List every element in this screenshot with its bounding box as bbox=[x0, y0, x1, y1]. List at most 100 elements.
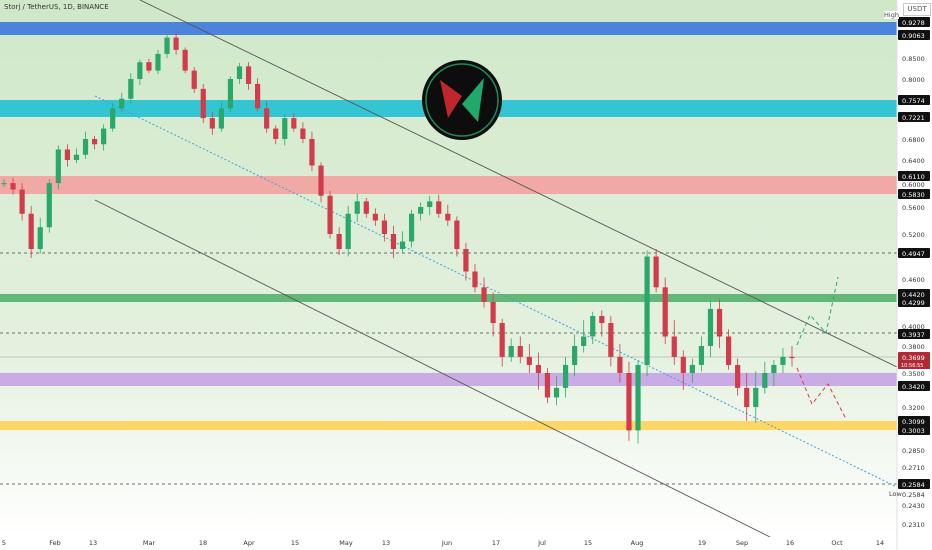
candle-body bbox=[146, 62, 152, 71]
price-tag-bg bbox=[898, 95, 930, 105]
price-tick-label: 0.6110 bbox=[902, 173, 925, 181]
candle-body bbox=[762, 373, 768, 388]
time-tick-label: Feb bbox=[49, 539, 61, 547]
candle-body bbox=[91, 139, 98, 145]
price-tick-label: 0.2584 bbox=[902, 481, 925, 489]
price-tick-label: 0.7221 bbox=[902, 114, 925, 122]
price-tick-label: 0.3937 bbox=[902, 331, 925, 339]
candle-body bbox=[653, 256, 659, 288]
candle-body bbox=[64, 149, 71, 160]
price-tick-label: 0.3003 bbox=[902, 427, 925, 435]
candle-body bbox=[408, 213, 415, 242]
candle-body bbox=[255, 83, 261, 109]
candle-body bbox=[680, 356, 686, 373]
time-tick-label: Jun bbox=[441, 539, 452, 547]
candle-body bbox=[128, 79, 134, 99]
projection-up bbox=[796, 276, 839, 346]
time-axis bbox=[0, 537, 932, 550]
candle-body bbox=[472, 271, 478, 288]
price-tag-bg bbox=[898, 297, 930, 307]
zone-blue bbox=[0, 22, 897, 35]
price-tick-label: 0.3699 bbox=[902, 354, 925, 362]
candle-body bbox=[336, 234, 342, 250]
price-tick-label: 0.4000 bbox=[902, 323, 925, 331]
candle-body bbox=[236, 66, 243, 79]
price-tag-bg bbox=[898, 30, 930, 40]
candle-body bbox=[82, 139, 89, 155]
zone-red bbox=[0, 176, 897, 194]
price-tick-label: 0.8000 bbox=[902, 76, 925, 84]
time-tick-label: Apr bbox=[243, 539, 255, 547]
time-tick-label: May bbox=[339, 539, 353, 547]
price-tag-bg bbox=[898, 425, 930, 435]
price-tag-bg bbox=[898, 189, 930, 199]
candle-body bbox=[544, 373, 551, 398]
candle-body bbox=[200, 88, 206, 119]
candle-body bbox=[137, 62, 143, 79]
zone-yellow bbox=[0, 421, 897, 430]
low-label: Low bbox=[889, 490, 902, 498]
candle-body bbox=[436, 201, 442, 214]
price-tag-bg bbox=[898, 248, 930, 258]
candle-body bbox=[780, 356, 786, 365]
high-label: High bbox=[884, 11, 899, 19]
candle-body bbox=[191, 70, 197, 89]
candle-body bbox=[499, 323, 505, 357]
candle-body bbox=[119, 98, 125, 109]
candle-body bbox=[110, 108, 116, 129]
currency-selector[interactable]: USDT bbox=[903, 3, 931, 16]
candle-body bbox=[517, 346, 523, 357]
time-tick-label: 15 bbox=[584, 539, 592, 547]
time-tick-label: 16 bbox=[786, 539, 794, 547]
candle-body bbox=[309, 139, 315, 166]
candle-body bbox=[155, 53, 161, 71]
candle-body bbox=[626, 373, 632, 431]
candle-body bbox=[73, 154, 80, 160]
candle-body bbox=[245, 66, 252, 84]
price-tick-label: 0.4299 bbox=[902, 299, 925, 307]
candle-body bbox=[454, 220, 460, 250]
time-tick-label: 15 bbox=[291, 539, 299, 547]
candle-body bbox=[264, 108, 270, 129]
logo-bear bbox=[440, 80, 462, 118]
price-tick-label: 0.4947 bbox=[902, 250, 925, 258]
price-tag-bg bbox=[898, 381, 930, 391]
candle-body bbox=[55, 149, 61, 184]
candle-body bbox=[345, 213, 351, 250]
time-tick-label: 19 bbox=[698, 539, 706, 547]
candle-body bbox=[390, 234, 397, 250]
candle-body bbox=[644, 256, 650, 365]
price-tick-label: 0.3800 bbox=[902, 343, 925, 351]
candle-body bbox=[662, 287, 668, 337]
candle-body bbox=[490, 301, 496, 323]
candle-body bbox=[744, 387, 750, 407]
candle-body bbox=[173, 37, 179, 50]
channel-lower bbox=[94, 199, 771, 538]
logo-badge bbox=[422, 60, 502, 140]
candle-body bbox=[572, 346, 578, 365]
price-axis bbox=[897, 0, 932, 550]
price-tick-label: 0.3099 bbox=[902, 418, 925, 426]
price-tag-bg bbox=[898, 289, 930, 299]
time-tick-label: 14 bbox=[876, 539, 884, 547]
candle-body bbox=[399, 241, 406, 250]
time-tick-label: 13 bbox=[382, 539, 390, 547]
price-tag-bg bbox=[898, 416, 930, 426]
candle-body bbox=[581, 336, 587, 346]
price-tick-label: 0.6000 bbox=[902, 181, 925, 189]
candle-body bbox=[209, 118, 215, 129]
price-tick-label: 0.9278 bbox=[902, 19, 925, 27]
candle-body bbox=[300, 128, 306, 139]
price-tag-bg bbox=[898, 479, 930, 489]
candle-body bbox=[463, 249, 469, 272]
candle-body bbox=[608, 323, 614, 357]
candle-body bbox=[381, 220, 388, 234]
candle-body bbox=[707, 308, 714, 346]
candle-body bbox=[37, 227, 43, 250]
price-tick-label: 0.3420 bbox=[902, 383, 925, 391]
candle-body bbox=[553, 387, 560, 398]
price-tag-bg bbox=[898, 171, 930, 181]
price-tick-label: 0.2710 bbox=[902, 464, 925, 472]
